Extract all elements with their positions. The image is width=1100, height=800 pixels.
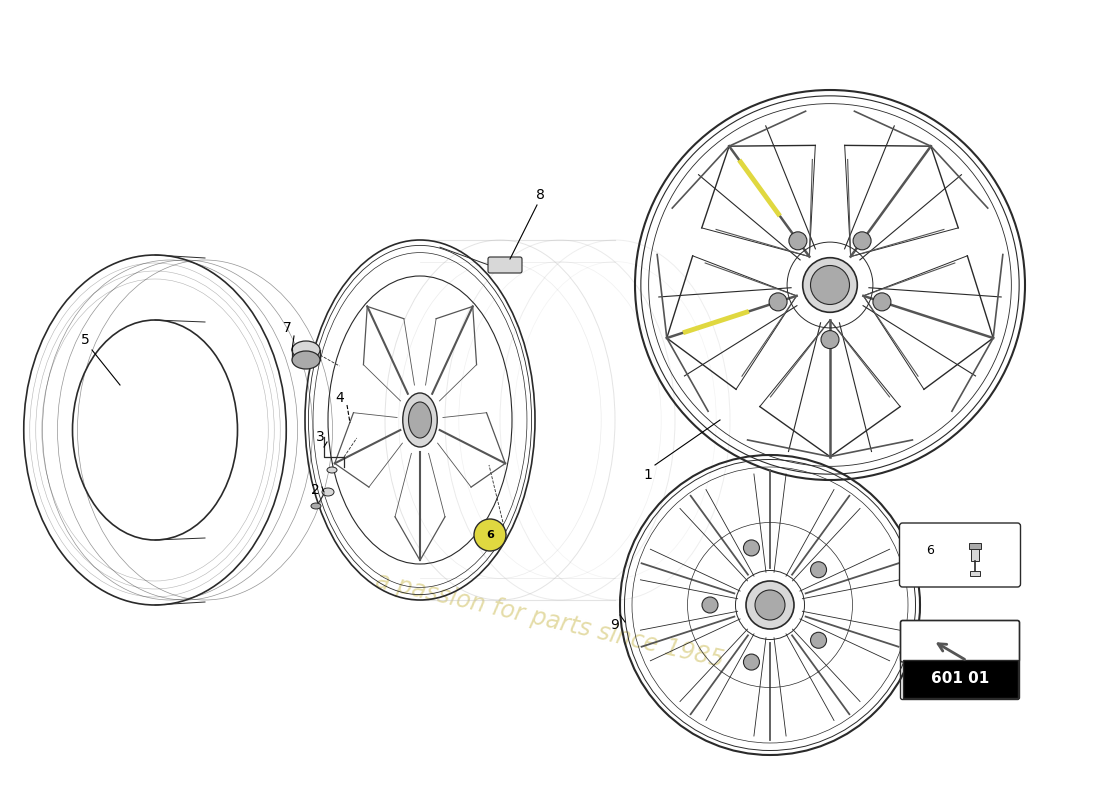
Bar bbox=[971, 547, 979, 561]
Ellipse shape bbox=[311, 503, 321, 509]
Text: 6: 6 bbox=[486, 530, 494, 540]
Ellipse shape bbox=[755, 590, 785, 620]
Ellipse shape bbox=[854, 232, 871, 250]
Text: 601 01: 601 01 bbox=[931, 671, 989, 686]
Text: 5: 5 bbox=[80, 333, 89, 347]
Bar bbox=[902, 660, 1018, 698]
FancyBboxPatch shape bbox=[901, 621, 1020, 662]
Ellipse shape bbox=[408, 402, 431, 438]
Text: 2: 2 bbox=[310, 483, 319, 497]
Text: 7: 7 bbox=[283, 321, 292, 335]
Text: 6: 6 bbox=[926, 543, 934, 557]
Text: 1: 1 bbox=[644, 468, 652, 482]
Bar bbox=[969, 543, 981, 549]
Ellipse shape bbox=[702, 597, 718, 613]
Text: 3: 3 bbox=[316, 430, 324, 444]
Ellipse shape bbox=[873, 293, 891, 311]
Ellipse shape bbox=[327, 467, 337, 473]
Ellipse shape bbox=[769, 293, 788, 311]
Text: 9: 9 bbox=[610, 618, 619, 632]
Text: a passion for parts since 1985: a passion for parts since 1985 bbox=[373, 568, 727, 672]
Ellipse shape bbox=[811, 266, 849, 305]
Ellipse shape bbox=[403, 393, 438, 447]
Ellipse shape bbox=[821, 330, 839, 349]
Ellipse shape bbox=[322, 488, 334, 496]
Ellipse shape bbox=[292, 341, 320, 359]
Ellipse shape bbox=[746, 581, 794, 629]
Text: 8: 8 bbox=[536, 188, 544, 202]
FancyBboxPatch shape bbox=[488, 257, 522, 273]
Ellipse shape bbox=[803, 258, 857, 312]
FancyBboxPatch shape bbox=[900, 523, 1021, 587]
Ellipse shape bbox=[789, 232, 807, 250]
Ellipse shape bbox=[811, 632, 826, 648]
Ellipse shape bbox=[811, 562, 826, 578]
Ellipse shape bbox=[292, 351, 320, 369]
Text: 4: 4 bbox=[336, 391, 344, 405]
Bar bbox=[970, 571, 980, 576]
Circle shape bbox=[474, 519, 506, 551]
Ellipse shape bbox=[744, 654, 759, 670]
Ellipse shape bbox=[744, 540, 759, 556]
